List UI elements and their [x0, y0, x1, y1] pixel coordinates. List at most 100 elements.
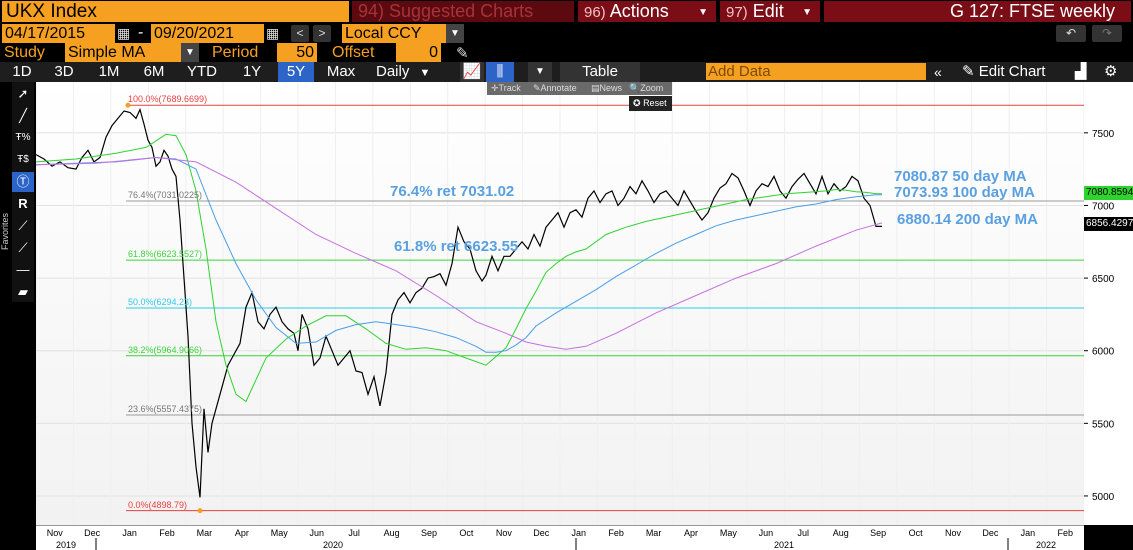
range-button-1m[interactable]: 1M	[98, 63, 120, 80]
trend-tool-icon[interactable]: ⟋	[18, 218, 28, 233]
redo-icon[interactable]: ↷	[1092, 25, 1122, 42]
gear-icon[interactable]: ⚙	[1104, 63, 1118, 80]
chart-svg	[36, 82, 1084, 525]
ma50-annotation: 7080.87 50 day MA	[894, 168, 1027, 185]
ma200-annotation: 6880.14 200 day MA	[897, 211, 1038, 228]
range-button-1y[interactable]: 1Y	[242, 63, 262, 80]
period-label: Period	[212, 44, 259, 61]
bar-chart-icon[interactable]: ⫼	[486, 62, 514, 82]
calendar-icon[interactable]: ▦	[117, 25, 131, 41]
period-field[interactable]: 50	[277, 43, 317, 62]
chevron-down-icon: ▼	[419, 67, 431, 79]
x-tick-label: Nov	[47, 528, 64, 538]
chart-type-icon[interactable]: ▟	[1075, 63, 1087, 80]
x-year-label: 2020	[323, 540, 343, 550]
favorites-label: Favorites	[0, 212, 10, 250]
calendar-icon[interactable]: ▦	[266, 25, 280, 41]
drawing-toolbar: ➚ ╱ Ŧ% Ŧ$ Ⓣ R ⟋ ⟋ — ▰	[12, 82, 34, 302]
study-dropdown[interactable]: Simple MA	[65, 43, 181, 62]
low-marker	[197, 508, 203, 514]
ma100-annotation: 7073.93 100 day MA	[894, 184, 1035, 201]
zoom-label: Zoom	[640, 83, 664, 93]
series-line-ukx-index[interactable]	[36, 107, 882, 498]
fib-level-label: 23.6%(5557.4375)	[128, 403, 203, 414]
title-bar: UKX Index 94) Suggested Charts 96) Actio…	[0, 0, 1133, 23]
x-year-label: 2021	[774, 540, 794, 550]
range-button-ytd[interactable]: YTD	[187, 63, 217, 80]
series-line-50-day-ma[interactable]	[36, 133, 882, 403]
dollar-tool-icon[interactable]: Ŧ$	[17, 154, 29, 165]
range-button-6m[interactable]: 6M	[143, 63, 165, 80]
x-tick-label: Apr	[235, 528, 249, 538]
x-tick-label: Sep	[421, 528, 437, 538]
x-tick-label: Nov	[945, 528, 962, 538]
x-tick-label: Feb	[608, 528, 624, 538]
range-button-5y[interactable]: 5Y	[278, 62, 314, 82]
x-year-label: 2022	[1036, 540, 1056, 550]
y-tick-label: 6500	[1092, 274, 1115, 285]
track-button[interactable]: ✛ Track	[491, 83, 521, 93]
chevron-down-icon[interactable]: ▼	[181, 43, 199, 62]
range-button-1d[interactable]: 1D	[12, 63, 32, 80]
x-axis: Nov Dec Jan Feb Mar Apr May Jun Jul Aug Sep Oct Nov D…	[36, 525, 1084, 550]
table-button[interactable]: Table	[560, 62, 640, 82]
prev-arrow-icon[interactable]: <	[291, 25, 309, 42]
y-tick-label: 6000	[1092, 347, 1115, 358]
annotate-button[interactable]: ✎ Annotate	[533, 83, 577, 93]
retracement-tool-icon[interactable]: R	[18, 196, 28, 211]
next-arrow-icon[interactable]: >	[313, 25, 331, 42]
x-tick-label: Jan	[122, 528, 137, 538]
edit-menu[interactable]: 97) Edit ▼	[720, 1, 820, 22]
pointer-icon[interactable]: ➚	[17, 86, 29, 101]
edit-menu-number: 97)	[726, 4, 748, 21]
currency-dropdown[interactable]: Local CCY	[342, 24, 446, 43]
rectangle-tool-icon[interactable]: ▰	[18, 284, 28, 299]
chart-title: G 127: FTSE weekly	[824, 1, 1131, 22]
reset-button[interactable]: ✪ Reset	[629, 96, 672, 111]
chevron-down-icon[interactable]: ▼	[528, 62, 552, 82]
offset-field[interactable]: 0	[396, 43, 441, 62]
end-date-field[interactable]: 09/20/2021	[151, 24, 264, 43]
line-tool-icon[interactable]: ╱	[19, 108, 27, 123]
actions-menu[interactable]: 96) Actions ▼	[578, 1, 716, 22]
frequency-dropdown[interactable]: Daily ▼	[376, 62, 430, 82]
range-button-3d[interactable]: 3D	[54, 63, 74, 80]
collapse-icon[interactable]: «	[934, 64, 942, 80]
y-tick-label: 7500	[1092, 129, 1115, 140]
x-tick-label: Dec	[84, 528, 101, 538]
pencil-icon[interactable]: ✎	[456, 45, 469, 62]
offset-label: Offset	[332, 44, 375, 61]
series-line-200-day-ma[interactable]	[36, 156, 883, 350]
start-date-field[interactable]: 04/17/2015	[2, 24, 115, 43]
actions-menu-label: Actions	[609, 1, 669, 21]
y-tick-label: 5000	[1092, 492, 1115, 503]
price-chart[interactable]	[36, 82, 1084, 525]
actions-menu-number: 96)	[584, 4, 606, 21]
retracement-618-annotation: 61.8% ret 6623.55	[394, 238, 519, 255]
x-tick-label: May	[271, 528, 289, 538]
line-chart-icon[interactable]: 📈	[460, 62, 484, 82]
fib-level-label: 50.0%(6294.23)	[128, 296, 193, 307]
fibonacci-tool-icon[interactable]: Ⓣ	[12, 172, 34, 192]
add-data-input[interactable]: Add Data	[706, 63, 926, 80]
annotate-label: Annotate	[540, 83, 577, 93]
date-separator: -	[138, 24, 144, 41]
y-tick-label: 7000	[1092, 201, 1115, 212]
series-line-100-day-ma[interactable]	[36, 156, 882, 353]
channel-tool-icon[interactable]: ⟋	[18, 240, 28, 255]
zoom-button[interactable]: 🔍 Zoom	[629, 83, 664, 93]
chevron-down-icon: ▼	[698, 7, 708, 18]
edit-chart-button[interactable]: ✎ Edit Chart	[962, 62, 1045, 82]
chevron-down-icon[interactable]: ▼	[446, 24, 464, 43]
suggested-charts-button[interactable]: 94) Suggested Charts	[352, 1, 574, 22]
high-marker	[125, 102, 131, 108]
x-tick-label: Aug	[833, 528, 849, 538]
range-button-max[interactable]: Max	[326, 63, 356, 80]
track-label: Track	[498, 83, 521, 93]
undo-icon[interactable]: ↶	[1056, 25, 1086, 42]
ticker-field[interactable]: UKX Index	[2, 1, 349, 22]
frequency-value: Daily	[376, 63, 410, 80]
news-button[interactable]: ▤ News	[591, 83, 623, 93]
horizontal-line-icon[interactable]: —	[16, 262, 30, 277]
percent-tool-icon[interactable]: Ŧ%	[15, 132, 31, 143]
